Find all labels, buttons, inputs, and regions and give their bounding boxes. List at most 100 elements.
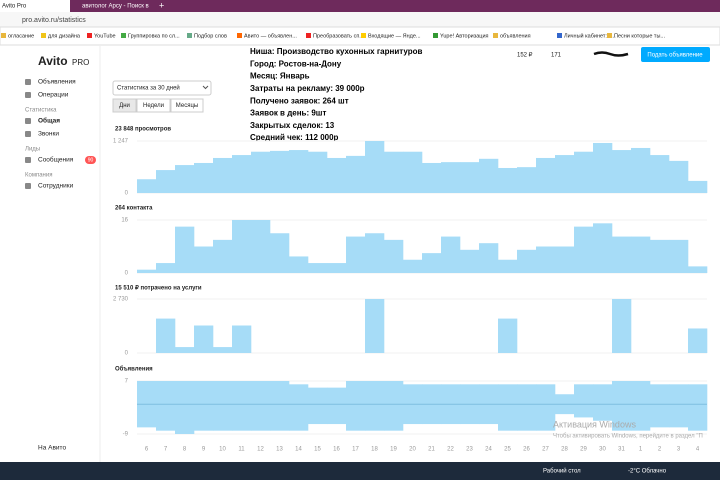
bookmark[interactable]: Группировка по сл... xyxy=(128,33,180,39)
bar xyxy=(346,381,366,405)
bar xyxy=(194,325,214,353)
bookmark[interactable]: Входящие — Янде... xyxy=(368,33,421,39)
bar xyxy=(232,155,252,193)
bar xyxy=(593,404,613,421)
bar xyxy=(251,404,271,431)
tab[interactable]: авитолог Арсу - Поиск в xyxy=(82,4,149,10)
bar xyxy=(213,381,233,405)
sidebar-item[interactable]: Сотрудники xyxy=(38,183,74,190)
bar xyxy=(194,381,214,405)
bookmark[interactable]: Yupe! Авторизация xyxy=(440,33,489,39)
taskbar-desktop[interactable]: Рабочий стол xyxy=(543,468,581,475)
url[interactable]: pro.avito.ru/statistics xyxy=(22,17,86,24)
badge-count: 90 xyxy=(88,157,94,163)
new-tab[interactable]: + xyxy=(159,0,164,10)
bookmarks-bar xyxy=(0,26,720,46)
bar xyxy=(688,328,708,353)
bookmark[interactable]: Подбор слов xyxy=(194,33,227,39)
bar xyxy=(612,236,632,273)
note-line: Заявок в день: 9шт xyxy=(250,109,326,118)
y-tick-label: 7 xyxy=(125,379,129,385)
bar xyxy=(422,384,442,405)
bar xyxy=(669,384,689,405)
tab[interactable]: Avito Pro xyxy=(2,4,27,10)
logo[interactable]: Avito xyxy=(38,54,68,68)
bar xyxy=(593,142,613,193)
bar xyxy=(688,384,708,405)
bar xyxy=(289,384,309,405)
address-bar xyxy=(0,12,720,27)
bookmark[interactable]: Преобразовать сп... xyxy=(313,33,364,39)
bookmark[interactable]: объявления xyxy=(500,33,531,39)
chart-title: 264 контакта xyxy=(115,206,153,212)
bookmark[interactable]: Личный кабинет: Т... xyxy=(564,32,616,39)
sidebar-item[interactable]: Сообщения xyxy=(38,156,74,164)
chart-title: 23 848 просмотров xyxy=(115,127,171,133)
tab-label: Месяцы xyxy=(176,103,198,109)
bar xyxy=(365,381,385,405)
tab-button[interactable] xyxy=(112,98,137,113)
taskbar-weather[interactable]: -2°C Облачно xyxy=(628,469,667,475)
tab-button[interactable] xyxy=(136,98,171,113)
tab-button[interactable] xyxy=(170,98,204,113)
x-tick-label: 13 xyxy=(276,447,283,453)
bar xyxy=(650,384,670,405)
x-tick-label: 20 xyxy=(409,447,416,453)
note-line: Получено заявок: 264 шт xyxy=(250,96,349,105)
bookmark-icon xyxy=(493,33,498,38)
y-tick-label: 0 xyxy=(125,191,129,197)
sidebar-item[interactable]: Звонки xyxy=(38,131,59,138)
note-line: Затраты на рекламу: 39 000р xyxy=(250,84,365,93)
x-tick-label: 26 xyxy=(523,447,530,453)
bar xyxy=(308,263,328,273)
bar xyxy=(289,404,309,431)
x-tick-label: 29 xyxy=(580,447,587,453)
bar xyxy=(270,381,290,405)
bar xyxy=(308,404,328,425)
bookmark[interactable]: Песни которые ты... xyxy=(614,33,665,39)
bar xyxy=(251,381,271,405)
x-tick-label: 12 xyxy=(257,447,264,453)
bar xyxy=(498,259,518,273)
bar xyxy=(574,151,594,193)
active-tab[interactable] xyxy=(0,0,70,12)
footer-link[interactable]: На Авито xyxy=(38,445,66,452)
bar xyxy=(422,404,442,425)
sidebar-item[interactable]: Объявления xyxy=(38,78,76,86)
watermark-text: Чтобы активировать Windows, перейдите в … xyxy=(553,433,703,440)
tab-label: Недели xyxy=(143,103,164,109)
bar xyxy=(137,381,157,405)
x-tick-label: 18 xyxy=(371,447,378,453)
sidebar-item[interactable]: Операции xyxy=(38,92,69,99)
bar xyxy=(137,404,157,428)
post-button[interactable] xyxy=(641,47,710,62)
bar xyxy=(574,226,594,273)
bar xyxy=(175,381,195,405)
bookmark[interactable]: для дизайна xyxy=(48,32,81,39)
bar xyxy=(194,404,214,431)
bookmark[interactable]: Авито — объявлен... xyxy=(244,33,297,39)
bar xyxy=(308,387,328,405)
bar xyxy=(536,246,556,273)
bar xyxy=(460,162,480,193)
bar xyxy=(175,347,195,353)
bar xyxy=(156,170,176,193)
bar xyxy=(479,404,499,425)
bar xyxy=(365,404,385,431)
bar xyxy=(498,384,518,405)
sidebar-item[interactable]: Общая xyxy=(38,117,60,125)
bar xyxy=(650,404,670,428)
bar xyxy=(479,384,499,405)
bar xyxy=(517,167,537,193)
bookmark[interactable]: огласание xyxy=(8,33,34,39)
x-tick-label: 7 xyxy=(164,447,168,453)
chart-title: Объявления xyxy=(115,366,153,373)
bar xyxy=(631,381,651,405)
bar xyxy=(688,180,708,193)
period-select[interactable] xyxy=(112,80,212,96)
bookmark-icon xyxy=(237,33,242,38)
bar xyxy=(156,263,176,273)
bar xyxy=(441,236,461,273)
bookmark[interactable]: YouTube xyxy=(94,33,116,39)
